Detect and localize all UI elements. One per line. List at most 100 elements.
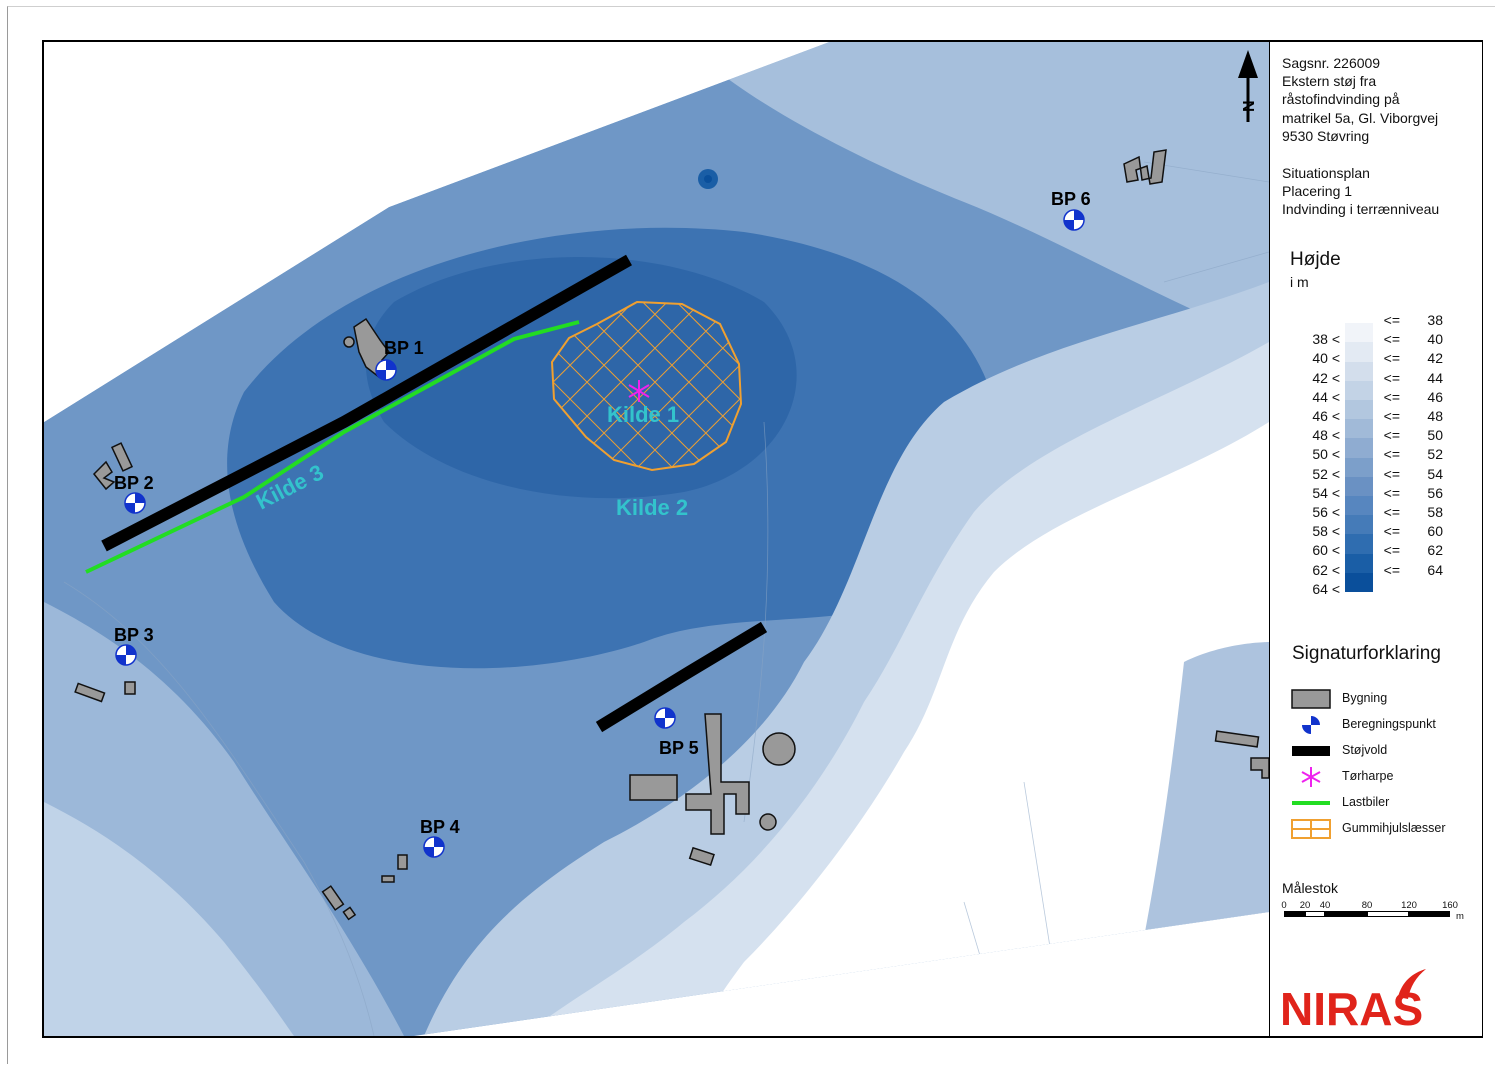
- height-legend-operator: <=: [1383, 542, 1400, 559]
- height-legend-title: Højde: [1290, 249, 1341, 270]
- calculation-point-bp1[interactable]: [375, 359, 397, 381]
- height-legend-lower: 46 <: [1312, 408, 1340, 424]
- height-legend-swatch: [1345, 361, 1373, 382]
- building-icon: [1291, 689, 1331, 709]
- map-frame: BP 1 BP 2 BP 3 BP 4 BP 5 BP 6 Kilde 1 Ki…: [42, 40, 1483, 1038]
- case-title-line-2: råstofindvinding på: [1282, 91, 1400, 107]
- height-legend-upper: 40: [1427, 331, 1443, 348]
- map-canvas[interactable]: BP 1 BP 2 BP 3 BP 4 BP 5 BP 6 Kilde 1 Ki…: [44, 42, 1269, 1036]
- height-legend-swatch: [1345, 400, 1373, 420]
- building-farm-small: [688, 846, 715, 867]
- height-legend-upper: 44: [1427, 369, 1443, 386]
- niras-logo-text: NIRAS: [1280, 983, 1423, 1032]
- height-legend-lower: 50 <: [1312, 446, 1340, 463]
- legend-label-wheel-loader: Gummihjulslæsser: [1342, 821, 1446, 835]
- height-legend-lower: 52 <: [1312, 465, 1340, 482]
- truck-route-line: [85, 320, 580, 574]
- building-farm-main: [685, 713, 750, 835]
- scale-tick-80: 80: [1361, 900, 1373, 911]
- height-legend-swatch: [1345, 476, 1373, 497]
- height-legend-lower: 48 <: [1312, 427, 1340, 444]
- building-bp3-a: [74, 682, 106, 703]
- height-legend-row: 60 < <= 62: [1270, 542, 1482, 561]
- calculation-point-bp4[interactable]: [423, 836, 445, 858]
- height-legend-operator: <=: [1383, 427, 1400, 444]
- height-legend-operator: <=: [1383, 408, 1400, 424]
- label-bp6: BP 6: [1051, 189, 1091, 209]
- legend-label-building: Bygning: [1342, 691, 1388, 705]
- height-legend-swatch: [1345, 553, 1373, 574]
- height-legend-swatch: [1345, 534, 1373, 554]
- calculation-point-icon: [1302, 716, 1320, 734]
- height-legend-row: 40 < <= 42: [1270, 350, 1482, 369]
- height-legend-lower: 42 <: [1312, 369, 1340, 386]
- height-legend-operator: <=: [1383, 504, 1400, 520]
- height-legend-upper: 42: [1427, 350, 1443, 367]
- height-legend-operator: <=: [1383, 388, 1400, 405]
- legend-item-noise-barrier: Støjvold: [1290, 740, 1475, 762]
- silo-large: [762, 732, 796, 766]
- noise-barrier-south: [595, 621, 768, 733]
- label-bp2: BP 2: [114, 473, 154, 493]
- case-title-line-1: Ekstern støj fra: [1282, 73, 1377, 89]
- building-bp6: [1123, 149, 1167, 185]
- height-legend-operator: <=: [1383, 561, 1400, 578]
- height-legend-upper: 56: [1427, 484, 1443, 501]
- height-legend-lower: 38 <: [1312, 331, 1340, 348]
- silo-small: [759, 813, 777, 831]
- scale-tick-160: 160: [1442, 900, 1458, 911]
- plan-description: Indvinding i terrænniveau: [1282, 201, 1440, 217]
- signature-legend-title: Signaturforklaring: [1292, 643, 1441, 664]
- height-legend-row: 42 < <= 44: [1270, 370, 1482, 389]
- legend-item-building: Bygning: [1290, 688, 1475, 710]
- height-legend-upper: 58: [1427, 504, 1443, 520]
- height-legend-upper: 38: [1427, 312, 1443, 328]
- height-legend-swatch: [1345, 457, 1373, 478]
- label-bp1: BP 1: [384, 338, 424, 358]
- building-bp3-b: [124, 681, 136, 695]
- north-arrow: N: [1238, 50, 1258, 122]
- north-arrow-label: N: [1241, 100, 1258, 112]
- height-legend-row: 46 < <= 48: [1270, 408, 1482, 427]
- height-legend-operator: <=: [1383, 369, 1400, 386]
- height-legend-row: 62 < <= 64: [1270, 562, 1482, 581]
- height-legend-swatch: [1345, 438, 1373, 458]
- height-legend-swatch: [1345, 380, 1373, 401]
- height-legend-row: 56 < <= 58: [1270, 504, 1482, 523]
- height-legend-upper: 50: [1427, 427, 1443, 444]
- calculation-point-bp5[interactable]: [654, 707, 676, 729]
- height-legend-lower: 64 <: [1312, 580, 1340, 597]
- calculation-point-bp3[interactable]: [115, 644, 137, 666]
- building-bp4-a: [397, 854, 408, 870]
- scale-tick-20: 20: [1299, 900, 1311, 911]
- calculation-point-bp6[interactable]: [1063, 209, 1085, 231]
- case-postcode: 9530 Støvring: [1282, 128, 1370, 144]
- height-legend-upper: 52: [1427, 446, 1443, 463]
- label-bp4: BP 4: [420, 817, 460, 837]
- height-legend-swatch: [1345, 496, 1373, 516]
- sorting-screen-marker[interactable]: [628, 380, 650, 402]
- legend-label-calculation-point: Beregningspunkt: [1342, 717, 1436, 731]
- height-legend-lower: 60 <: [1312, 542, 1340, 559]
- height-legend-row: 38 < <= 40: [1270, 331, 1482, 350]
- case-number: Sagsnr. 226009: [1282, 55, 1381, 71]
- height-legend-swatch: [1345, 419, 1373, 439]
- calculation-point-bp2[interactable]: [124, 492, 146, 514]
- building-bp2-a: [110, 442, 134, 472]
- height-legend-operator: <=: [1383, 312, 1400, 328]
- height-legend-row: 52 < <= 54: [1270, 466, 1482, 485]
- north-arrow-icon: [1238, 50, 1258, 78]
- building-bp1-small: [343, 336, 355, 348]
- building-bp4-c: [321, 885, 345, 911]
- height-legend-row: <= 38: [1270, 312, 1482, 331]
- building-east-a: [1214, 730, 1260, 748]
- niras-logo: NIRAS: [1280, 969, 1426, 1032]
- legend-panel: Sagsnr. 226009 Ekstern støj fra råstofin…: [1269, 42, 1482, 1036]
- scale-tick-0: 0: [1281, 900, 1287, 911]
- legend-item-calculation-point: Beregningspunkt: [1290, 714, 1475, 736]
- building-bp4-b: [381, 875, 395, 883]
- building-bp2-b: [92, 460, 116, 491]
- wheel-loader-area-icon: [1291, 819, 1331, 839]
- height-legend-lower: 40 <: [1312, 350, 1340, 367]
- height-legend-operator: <=: [1383, 350, 1400, 367]
